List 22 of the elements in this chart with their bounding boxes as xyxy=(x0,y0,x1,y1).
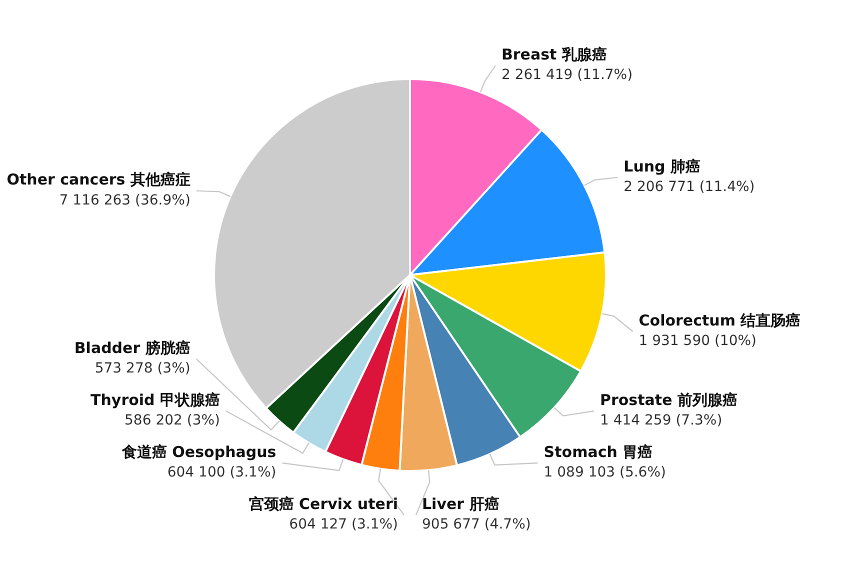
data-label: 604 127 (3.1%) xyxy=(289,516,398,533)
data-label: 586 202 (3%) xyxy=(124,412,220,429)
data-label: 2 261 419 (11.7%) xyxy=(501,67,633,84)
slice-label: Lung 肺癌 xyxy=(624,157,701,176)
slice-label: Thyroid 甲状腺癌 xyxy=(90,390,220,409)
slice-label: Liver 肝癌 xyxy=(422,494,500,513)
slice-label: Prostate 前列腺癌 xyxy=(600,390,738,409)
data-label: 1 089 103 (5.6%) xyxy=(544,464,666,481)
slice-label: Stomach 胃癌 xyxy=(544,442,653,461)
slice-label: Bladder 膀胱癌 xyxy=(74,338,190,357)
data-label: 573 278 (3%) xyxy=(94,360,190,377)
data-label: 2 206 771 (11.4%) xyxy=(624,179,755,196)
data-label: 1 414 259 (7.3%) xyxy=(600,412,722,429)
slice-label: 食道癌 Oesophagus xyxy=(120,442,276,461)
slice-label: Breast 乳腺癌 xyxy=(501,45,607,64)
data-label: 1 931 590 (10%) xyxy=(638,333,757,350)
slice-label: 宫颈癌 Cervix uteri xyxy=(248,494,398,513)
slice-label: Other cancers 其他癌症 xyxy=(6,170,190,189)
slice-label: Colorectum 结直肠癌 xyxy=(638,311,801,330)
data-label: 905 677 (4.7%) xyxy=(422,516,531,533)
data-label: 604 100 (3.1%) xyxy=(167,464,276,481)
data-label: 7 116 263 (36.9%) xyxy=(59,192,190,208)
